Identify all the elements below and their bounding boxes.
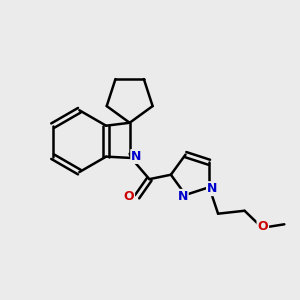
Text: N: N xyxy=(177,190,188,203)
Text: O: O xyxy=(257,220,268,233)
Text: N: N xyxy=(207,182,217,195)
Text: O: O xyxy=(124,190,134,203)
Text: N: N xyxy=(131,150,142,163)
